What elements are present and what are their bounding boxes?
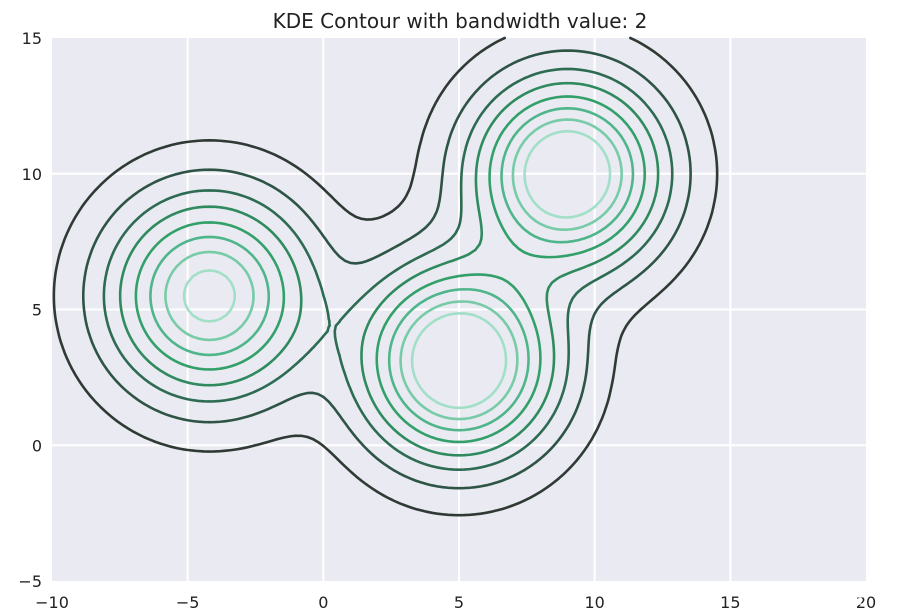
contour-level-4 [118,81,660,457]
contour-level-5 [134,95,647,444]
watermark: CSDN @代码骑士 [745,590,868,608]
x-tick-label: 10 [584,593,604,612]
contour-lines [52,36,719,517]
contour-level-8 [182,129,612,410]
x-tick-label: 15 [720,593,740,612]
contour-level-1 [52,36,719,517]
chart-title: KDE Contour with bandwidth value: 2 [273,9,648,33]
x-tick-label: 5 [454,593,464,612]
y-tick-label: 15 [22,29,42,48]
grid-lines [52,38,866,581]
contour-level-3 [102,67,674,471]
y-tick-label: 0 [32,436,42,455]
y-tick-label: −5 [18,572,42,591]
x-tick-label: −5 [176,593,200,612]
contour-level-7 [164,118,623,421]
axis-tick-labels: −10 −5 0 5 10 15 20 −5 0 5 10 15 [18,29,876,612]
x-tick-label: 20 [856,593,876,612]
contour-level-2 [81,49,692,490]
x-tick-label: −10 [35,593,69,612]
x-tick-label: 0 [318,593,328,612]
y-tick-label: 10 [22,165,42,184]
contour-level-6 [149,106,635,432]
y-tick-label: 5 [32,301,42,320]
